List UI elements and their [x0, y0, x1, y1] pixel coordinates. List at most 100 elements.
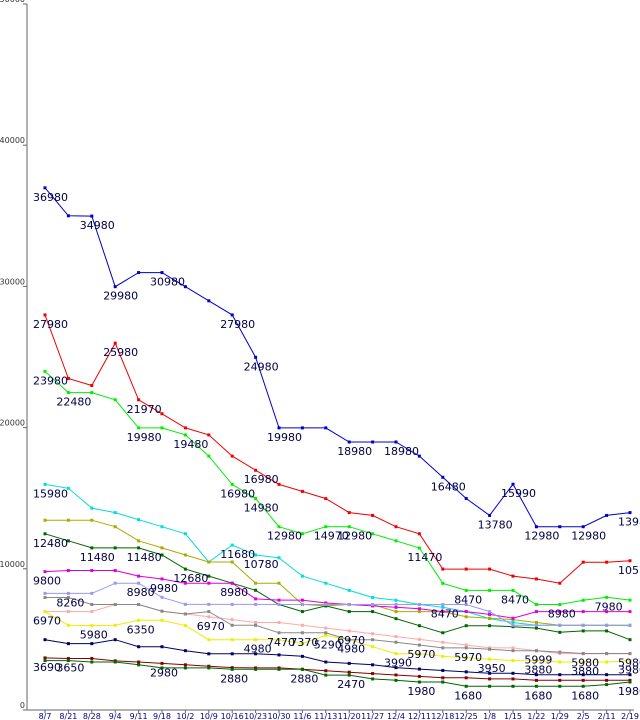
data-point: [207, 602, 211, 606]
data-point: [417, 624, 421, 628]
data-point: [581, 629, 585, 633]
data-point: [324, 673, 328, 677]
data-point: [230, 543, 234, 547]
data-point: [324, 601, 328, 605]
data-point: [488, 610, 492, 614]
data-point: [43, 610, 47, 614]
x-tick-label: 10/9: [200, 712, 218, 720]
data-point: [254, 652, 258, 656]
data-point: [66, 376, 70, 380]
data-point: [113, 603, 117, 607]
x-tick-label: 1/8: [483, 712, 496, 720]
data-point: [488, 588, 492, 592]
data-point: [277, 525, 281, 529]
data-point: [347, 610, 351, 614]
data-point: [324, 626, 328, 630]
data-point: [558, 603, 562, 607]
y-tick-label: 50000: [0, 0, 25, 4]
x-tick-label: 8/28: [83, 712, 101, 720]
data-point: [277, 426, 281, 430]
data-point: [394, 603, 398, 607]
data-point: [371, 663, 375, 667]
data-point: [230, 666, 234, 670]
data-point: [66, 391, 70, 395]
data-point: [417, 674, 421, 678]
data-point: [511, 677, 515, 681]
data-point: [254, 355, 258, 359]
data-point: [371, 672, 375, 676]
data-point: [628, 610, 632, 614]
data-label: 19980: [267, 431, 302, 444]
data-point: [113, 623, 117, 627]
data-point: [605, 673, 609, 677]
data-point: [441, 605, 445, 609]
data-label: 21970: [127, 403, 162, 416]
data-point: [207, 433, 211, 437]
data-point: [66, 659, 70, 663]
y-tick-label: 30000: [0, 277, 25, 286]
data-label: 13980: [618, 516, 640, 529]
y-tick-label: 40000: [0, 136, 25, 145]
data-point: [347, 588, 351, 592]
data-point: [394, 673, 398, 677]
data-point: [347, 670, 351, 674]
data-point: [43, 659, 47, 663]
data-point: [277, 581, 281, 585]
x-tick-label: 2/5: [577, 712, 590, 720]
data-point: [66, 623, 70, 627]
data-point: [628, 559, 632, 563]
data-point: [441, 680, 445, 684]
data-point: [628, 659, 632, 663]
data-point: [113, 546, 117, 550]
data-point: [90, 656, 94, 660]
data-point: [137, 271, 141, 275]
data-point: [605, 560, 609, 564]
x-tick-label: 9/18: [153, 712, 171, 720]
data-point: [605, 610, 609, 614]
data-point: [137, 618, 141, 622]
data-point: [160, 412, 164, 416]
data-point: [628, 680, 632, 684]
data-point: [581, 660, 585, 664]
data-point: [277, 598, 281, 602]
data-point: [464, 643, 468, 647]
data-point: [394, 678, 398, 682]
data-point: [90, 546, 94, 550]
data-point: [534, 610, 538, 614]
data-label: 23980: [33, 374, 68, 387]
data-label: 1680: [524, 689, 552, 702]
data-point: [394, 652, 398, 656]
series-line: [44, 570, 630, 619]
data-point: [90, 591, 94, 595]
data-label: 6970: [337, 634, 365, 647]
data-point: [464, 646, 468, 650]
data-label: 8980: [127, 586, 155, 599]
data-point: [534, 626, 538, 630]
x-tick-label: 2/11: [598, 712, 616, 720]
data-label: 7370: [290, 636, 318, 649]
data-label: 1680: [571, 689, 599, 702]
data-point: [277, 667, 281, 671]
data-label: 4980: [244, 643, 272, 656]
data-point: [90, 624, 94, 628]
data-point: [464, 567, 468, 571]
data-point: [464, 684, 468, 688]
x-tick-label: 10/30: [267, 712, 290, 720]
data-point: [534, 684, 538, 688]
data-point: [113, 581, 117, 585]
data-point: [230, 560, 234, 564]
series-line: [45, 660, 631, 687]
data-point: [66, 518, 70, 522]
data-point: [137, 663, 141, 667]
data-point: [230, 454, 234, 458]
data-point: [277, 631, 281, 635]
data-point: [605, 652, 609, 656]
data-point: [300, 603, 304, 607]
data-point: [347, 440, 351, 444]
data-label: 3950: [478, 662, 506, 675]
data-point: [441, 654, 445, 658]
data-point: [628, 511, 632, 515]
data-point: [324, 633, 328, 637]
data-point: [207, 454, 211, 458]
data-label: 5980: [80, 629, 108, 642]
